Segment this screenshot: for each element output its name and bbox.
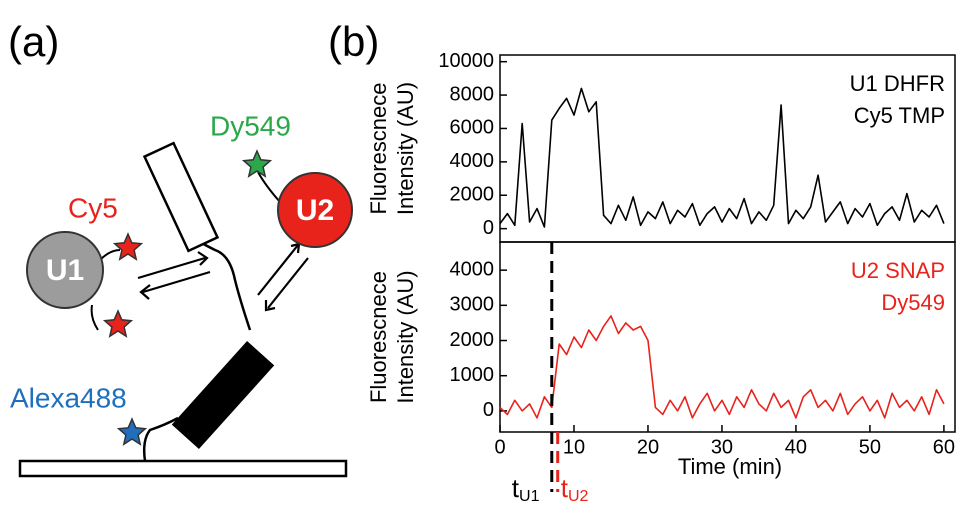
dye-label: Cy5 <box>68 192 118 223</box>
y-tick-label: 6000 <box>450 117 495 139</box>
y-tick-label: 1000 <box>450 364 495 386</box>
event-label: tU1 <box>512 473 540 505</box>
dye-label: Alexa488 <box>10 382 127 413</box>
x-tick-label: 50 <box>859 436 881 458</box>
unit-label: U2 <box>296 194 334 227</box>
y-axis-label: Intensity (AU) <box>393 270 418 403</box>
y-tick-label: 2000 <box>450 329 495 351</box>
event-symbol: t <box>561 473 569 503</box>
event-symbol: t <box>512 473 520 503</box>
x-tick-label: 20 <box>637 436 659 458</box>
series-line <box>499 87 945 228</box>
y-tick-label: 8000 <box>450 83 495 105</box>
annotation: Dy549 <box>881 290 945 315</box>
series-line <box>499 315 945 419</box>
plot-frame <box>499 241 956 433</box>
diagram <box>18 141 348 478</box>
dye-label: Dy549 <box>210 110 291 141</box>
x-tick-label: 0 <box>494 436 505 458</box>
y-tick-label: 10000 <box>438 50 494 72</box>
annotation: U2 SNAP <box>851 258 945 283</box>
y-tick-label: 0 <box>483 217 494 239</box>
x-tick-label: 40 <box>785 436 807 458</box>
diagram-marks <box>26 150 353 446</box>
y-tick-label: 3000 <box>450 294 495 316</box>
y-tick-label: 4000 <box>450 258 495 280</box>
y-tick-label: 4000 <box>450 150 495 172</box>
y-axis-label: Fluorescnece <box>366 271 391 403</box>
event-subscript: U2 <box>568 488 589 505</box>
panel-label: (b) <box>328 18 379 65</box>
x-tick-label: 60 <box>933 436 955 458</box>
event-label: tU2 <box>561 473 589 505</box>
y-axis-label: Intensity (AU) <box>393 82 418 215</box>
x-tick-label: 30 <box>711 436 733 458</box>
y-axis-label: Fluorescnece <box>366 82 391 214</box>
panel-label: (a) <box>8 18 59 65</box>
y-tick-label: 2000 <box>450 184 495 206</box>
x-tick-label: 10 <box>563 436 585 458</box>
unit-label: U1 <box>46 254 84 287</box>
event-subscript: U1 <box>519 488 540 505</box>
annotation: U1 DHFR <box>850 71 945 96</box>
x-axis-label: Time (min) <box>678 454 782 479</box>
y-tick-label: 0 <box>483 399 494 421</box>
annotation: Cy5 TMP <box>854 103 945 128</box>
